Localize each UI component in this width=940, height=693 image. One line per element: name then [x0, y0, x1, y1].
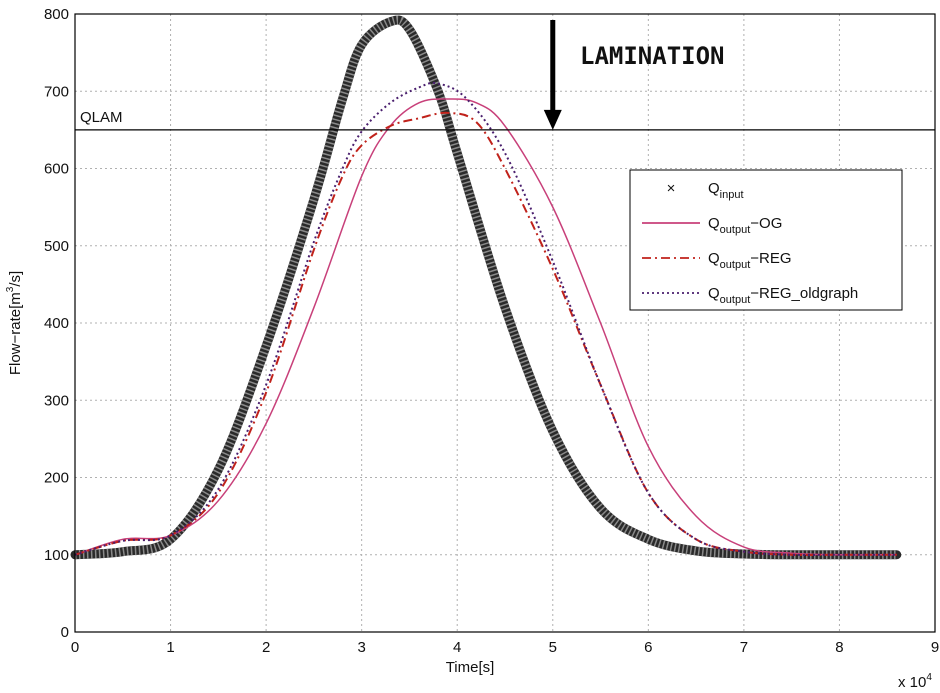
legend-label-sub: input	[720, 189, 744, 201]
legend-label-rest: −REG	[750, 250, 791, 267]
legend-label-sub: output	[720, 294, 751, 306]
series-q-output-og-line	[74, 98, 897, 556]
series-q-input-markers	[74, 15, 897, 560]
y-tick-label: 200	[44, 470, 69, 487]
y-tick-label: 400	[44, 315, 69, 332]
legend-label: Qoutput−REG	[708, 250, 792, 271]
y-tick-label: 0	[61, 624, 69, 641]
y-tick-label: 800	[44, 6, 69, 23]
y-tick-label: 100	[44, 547, 69, 564]
x-tick-label: 8	[835, 639, 843, 656]
y-axis-label-part2: /s]	[7, 271, 24, 287]
series-q-input	[70, 15, 902, 560]
x-tick-label: 7	[740, 639, 748, 656]
qlam-label: QLAM	[80, 109, 123, 126]
series-q-output-reg	[74, 111, 897, 556]
x-tick-label: 9	[931, 639, 939, 656]
x-tick-label: 6	[644, 639, 652, 656]
legend-label-sub: output	[720, 224, 751, 236]
series-q-output-reg-line	[74, 111, 897, 556]
x-tick-label: 2	[262, 639, 270, 656]
series-layer	[70, 15, 902, 560]
x-multiplier-exponent: 4	[926, 672, 932, 683]
legend-label-main: Q	[708, 250, 720, 267]
x-tick-label: 5	[549, 639, 557, 656]
lamination-arrowhead	[543, 109, 562, 130]
lamination-annotation: LAMINATION	[580, 42, 725, 70]
legend-box	[629, 169, 903, 311]
series-q-output-og	[74, 98, 897, 556]
legend-label: Qoutput−OG	[708, 215, 782, 236]
series-q-output-reg-oldgraph-line	[74, 81, 897, 556]
x-tick-label: 0	[71, 639, 79, 656]
legend-label: Qinput	[708, 180, 744, 201]
y-tick-label: 600	[44, 161, 69, 178]
x-tick-label: 1	[166, 639, 174, 656]
legend-label-main: Q	[708, 285, 720, 302]
legend: × QinputQoutput−OGQoutput−REGQoutput−REG_…	[629, 169, 903, 311]
y-axis-label: Flow−rate[m3/s]	[5, 271, 24, 375]
x-multiplier-base: x 10	[898, 674, 926, 691]
y-tick-label: 300	[44, 392, 69, 409]
x-axis-label: Time[s]	[446, 659, 495, 676]
y-tick-label: 700	[44, 83, 69, 100]
x-tick-label: 3	[357, 639, 365, 656]
legend-label-rest: −OG	[750, 215, 782, 232]
legend-label: Qoutput−REG_oldgraph	[708, 285, 858, 306]
x-tick-label: 4	[453, 639, 461, 656]
axis-ticks: 0 1 2 3 4 5 6 7 8 9 0 100 200 300 400 500 600 700 800	[44, 6, 939, 656]
x-axis-multiplier: x 104	[898, 672, 932, 691]
legend-label-rest: −REG_oldgraph	[750, 285, 858, 302]
y-axis-label-part1: Flow−rate[m	[7, 292, 24, 375]
legend-label-main: Q	[708, 180, 720, 197]
legend-label-sub: output	[720, 259, 751, 271]
y-axis-label-exponent: 3	[5, 286, 16, 292]
plot-frame	[74, 13, 936, 633]
series-q-output-reg-oldgraph	[74, 81, 897, 556]
legend-marker-x: ×	[667, 180, 676, 197]
y-tick-label: 500	[44, 238, 69, 255]
legend-label-main: Q	[708, 215, 720, 232]
